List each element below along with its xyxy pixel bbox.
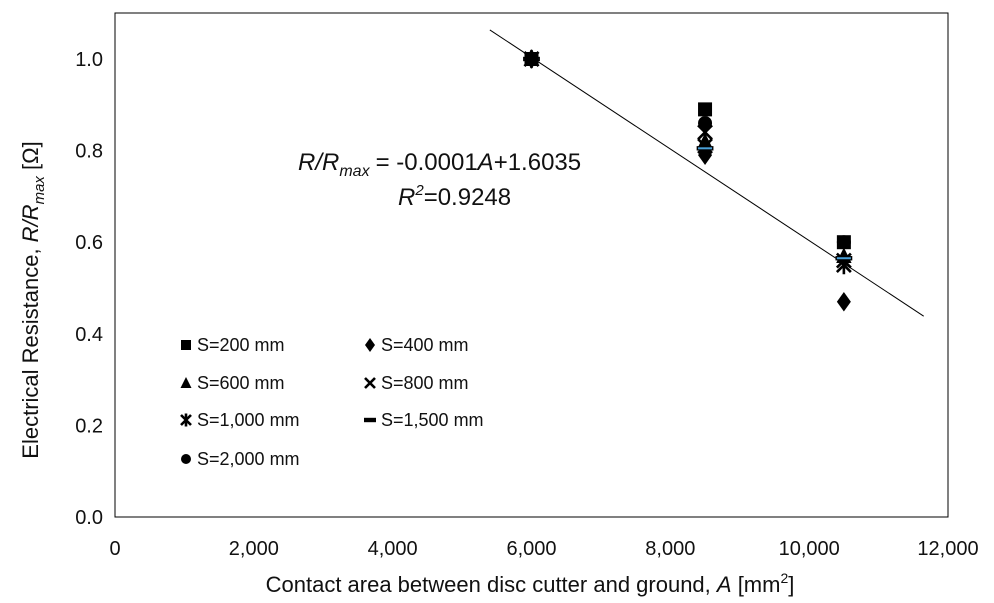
data-points [523,49,853,312]
trendline [489,29,924,317]
plot-area [114,12,949,518]
x-tick-label-2: 4,000 [368,538,418,560]
x-tick-labels: 0 2,000 4,000 6,000 8,000 10,000 12,000 [109,538,978,560]
legend-label-0: S=200 mm [197,335,285,355]
r-squared-label: R2=0.9248 [398,182,511,211]
legend-marker-2 [180,377,192,388]
legend-label-3: S=800 mm [381,373,469,393]
point-s1-p2 [836,291,851,312]
x-tick-label-0: 0 [109,538,120,560]
x-tick-label-5: 10,000 [779,538,840,560]
trendline-equation: R/Rmax = -0.0001A+1.6035 [298,149,581,180]
point-s0-p1 [698,102,713,117]
legend-marker-1 [365,338,375,352]
x-tick-label-1: 2,000 [229,538,279,560]
x-tick-label-4: 8,000 [645,538,695,560]
y-tick-label-3: 0.6 [75,232,103,254]
legend-label-4: S=1,000 mm [197,410,300,430]
legend-marker-0 [181,340,191,350]
point-accent-s5-p1 [698,147,713,150]
y-tick-label-4: 0.8 [75,141,103,163]
legend-label-1: S=400 mm [381,335,469,355]
legend-label-5: S=1,500 mm [381,410,484,430]
legend-marker-3 [364,377,376,389]
y-tick-label-2: 0.4 [75,324,103,346]
y-tick-labels: 0.0 0.2 0.4 0.6 0.8 1.0 [75,49,103,529]
x-tick-label-3: 6,000 [506,538,556,560]
y-tick-label-1: 0.2 [75,415,103,437]
point-accent-s5-p2 [836,257,851,260]
x-tick-label-6: 12,000 [917,538,978,560]
x-axis-title: Contact area between disc cutter and gro… [266,570,795,597]
legend-marker-4 [180,413,192,427]
y-tick-label-5: 1.0 [75,49,103,71]
y-axis-title: Electrical Resistance, R/Rmax [Ω] [18,141,48,458]
legend-marker-5 [364,417,376,423]
legend-marker-6 [181,454,191,464]
point-s6-p1 [698,116,713,131]
y-tick-label-0: 0.0 [75,507,103,529]
legend-label-6: S=2,000 mm [197,449,300,469]
legend: S=200 mm S=400 mm S=600 mm S=800 mm S=1,000 … [180,335,484,469]
point-s3-p1 [697,138,713,154]
legend-label-2: S=600 mm [197,373,285,393]
point-s6-p0 [524,52,539,66]
point-s6-p2 [836,235,851,250]
